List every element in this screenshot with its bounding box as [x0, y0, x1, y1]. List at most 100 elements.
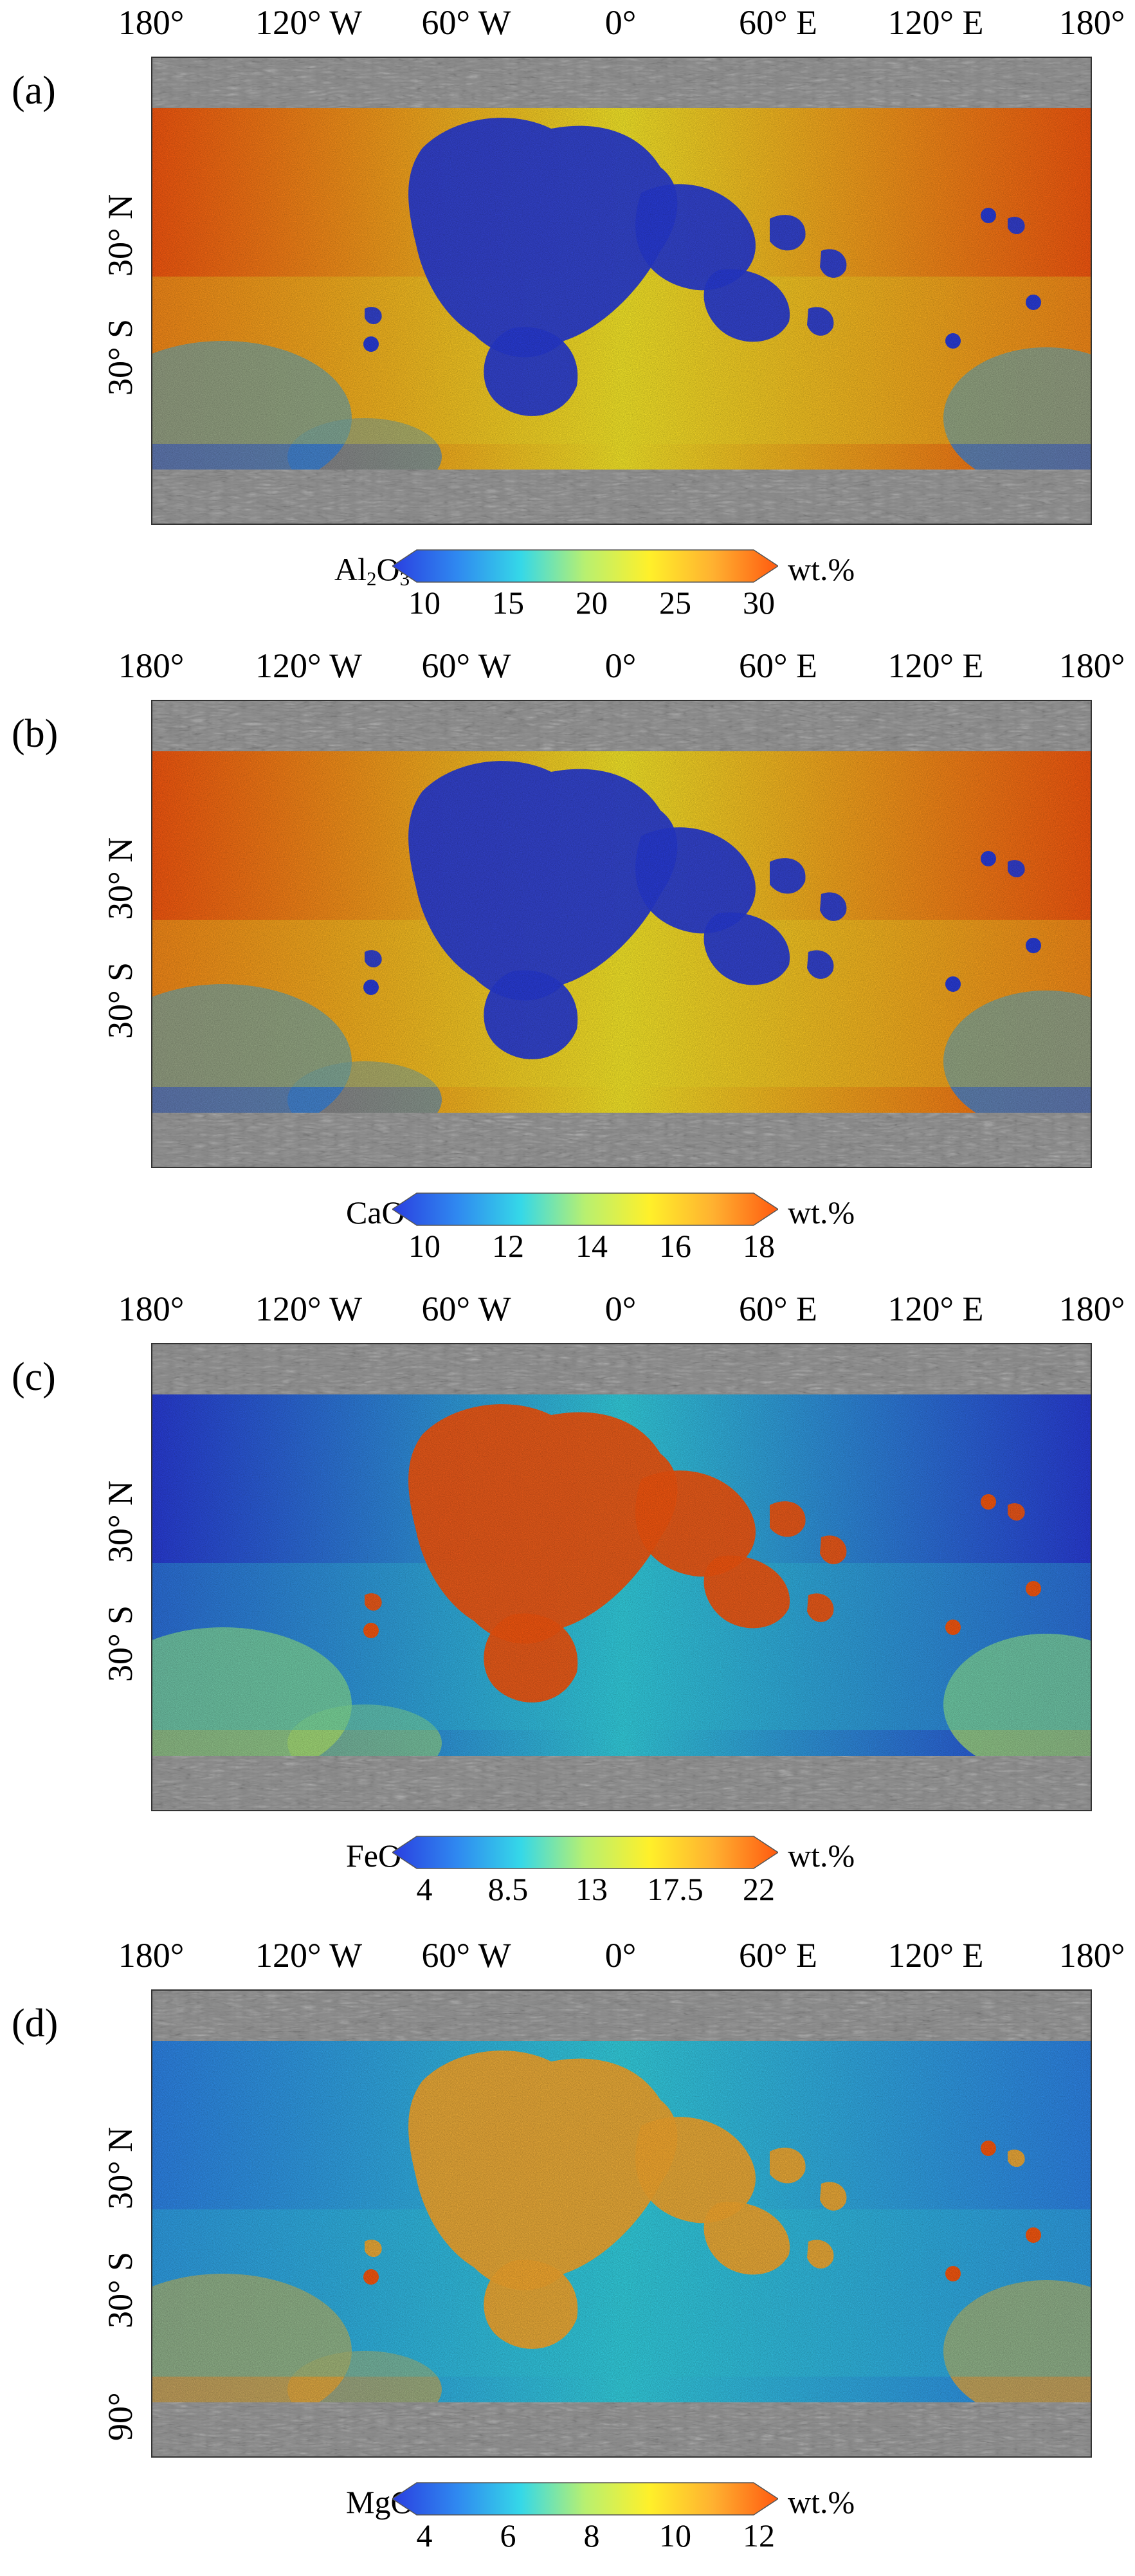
colorbar-tick-label: 30: [743, 585, 775, 621]
south-polar-texture: [152, 1113, 1091, 1167]
longitude-label: 60° E: [738, 1936, 818, 1975]
lunar-composition-map: [151, 1989, 1092, 2458]
longitude-label: 120° E: [887, 3, 984, 42]
longitude-label: 120° E: [887, 1936, 984, 1975]
map-panel: 180° 120° W 60° W 0° 60° E 120° E 180° (c) 30° N…: [0, 1286, 1135, 1930]
colorbar-oxide-label: Al2O3: [334, 551, 410, 589]
longitude-label: 60° E: [738, 646, 818, 685]
map-panel: 180° 120° W 60° W 0° 60° E 120° E 180° (a) 30° N…: [0, 0, 1135, 643]
longitude-label: 120° E: [887, 646, 984, 685]
colorbar-tick-label: 10: [659, 2517, 691, 2553]
latitude-label: 30° N: [101, 194, 140, 277]
map-svg: [152, 1344, 1091, 1810]
longitude-label: 0°: [604, 1936, 637, 1975]
oxide-symbol: CaO: [346, 1194, 405, 1230]
colorbar-tick-label: 17.5: [647, 1871, 704, 1907]
longitude-label: 180°: [1058, 1936, 1125, 1975]
colorbar-gradient: [392, 1192, 778, 1226]
longitude-label: 180°: [1058, 1290, 1125, 1328]
colorbar-gradient: [392, 1836, 778, 1869]
colorbar-tick-label: 8.5: [487, 1871, 529, 1907]
longitude-label: 180°: [118, 1936, 185, 1975]
colorbar-tick-label: 12: [492, 1228, 524, 1264]
colorbar-oxide-label: FeO: [346, 1840, 401, 1872]
map-panel: 180° 120° W 60° W 0° 60° E 120° E 180° (b) 30° N…: [0, 643, 1135, 1286]
oxide-symbol: FeO: [346, 1838, 402, 1874]
colorbar-tick-label: 25: [659, 585, 691, 621]
longitude-label: 180°: [118, 3, 185, 42]
longitude-label: 120° W: [255, 646, 363, 685]
longitude-label: 0°: [604, 1290, 637, 1328]
colorbar-tick-label: 6: [500, 2517, 516, 2553]
latitude-label: 30° N: [101, 837, 140, 920]
colorbar-tick-label: 10: [408, 585, 440, 621]
panel-label: (a): [12, 69, 56, 113]
colorbar-tick-label: 12: [743, 2517, 775, 2553]
colorbar-gradient: [392, 549, 778, 583]
oxide-symbol: O: [376, 551, 400, 587]
colorbar-unit: wt.%: [788, 551, 855, 587]
north-polar-texture: [152, 58, 1091, 108]
colorbar-arrow-bar: [392, 2482, 778, 2516]
colorbar-tick-label: 13: [576, 1871, 608, 1907]
lunar-composition-map: [151, 57, 1092, 525]
longitude-label: 120° E: [887, 1290, 984, 1328]
panel-label: (c): [12, 1355, 56, 1399]
south-polar-texture: [152, 1756, 1091, 1810]
longitude-label: 120° W: [255, 1290, 363, 1328]
longitude-label: 60° W: [421, 3, 511, 42]
lunar-composition-map: [151, 700, 1092, 1168]
latitude-label: 30° N: [101, 1480, 140, 1563]
longitude-label: 180°: [1058, 646, 1125, 685]
colorbar-gradient: [392, 2482, 778, 2516]
colorbar: Al2O3 wt.% 10 15 20 25 30: [0, 547, 1135, 637]
south-polar-texture: [152, 2402, 1091, 2456]
longitude-label: 120° W: [255, 3, 363, 42]
colorbar-tick-label: 18: [743, 1228, 775, 1264]
longitude-label: 60° W: [421, 646, 511, 685]
longitude-label: 60° E: [738, 3, 818, 42]
longitude-label: 180°: [118, 1290, 185, 1328]
oxide-symbol: Al: [334, 551, 367, 587]
speckle-texture: [152, 1344, 1091, 1810]
colorbar-tick-label: 16: [659, 1228, 691, 1264]
colorbar-unit: wt.%: [788, 2484, 855, 2520]
latitude-label: 30° S: [101, 962, 140, 1039]
lunar-composition-map: [151, 1343, 1092, 1811]
colorbar: FeO wt.% 4 8.5 13 17.5 22: [0, 1833, 1135, 1923]
speckle-texture: [152, 58, 1091, 524]
colorbar-arrow-bar: [392, 549, 778, 583]
colorbar-tick-label: 4: [416, 2517, 433, 2553]
colorbar-tick-label: 8: [583, 2517, 600, 2553]
longitude-label: 180°: [118, 646, 185, 685]
longitude-label: 0°: [604, 3, 637, 42]
colorbar-oxide-label: CaO: [346, 1196, 405, 1229]
colorbar-arrow-bar: [392, 1836, 778, 1869]
latitude-label: 30° N: [101, 2126, 140, 2209]
colorbar: MgO wt.% 4 6 8 10 12: [0, 2480, 1135, 2570]
colorbar-arrow-bar: [392, 1192, 778, 1226]
speckle-texture: [152, 1991, 1091, 2456]
north-polar-texture: [152, 1991, 1091, 2041]
latitude-label: 30° S: [101, 318, 140, 396]
map-svg: [152, 701, 1091, 1167]
longitude-label: 60° W: [421, 1290, 511, 1328]
colorbar: CaO wt.% 10 12 14 16 18: [0, 1190, 1135, 1280]
longitude-label: 120° W: [255, 1936, 363, 1975]
north-polar-texture: [152, 1344, 1091, 1394]
longitude-label: 60° W: [421, 1936, 511, 1975]
speckle-texture: [152, 701, 1091, 1167]
latitude-label: 30° S: [101, 1605, 140, 1682]
panel-label: (d): [12, 2002, 59, 2045]
colorbar-tick-label: 14: [576, 1228, 608, 1264]
longitude-label: 60° E: [738, 1290, 818, 1328]
latitude-label: 30° S: [101, 2251, 140, 2328]
latitude-label: 90°: [101, 2392, 140, 2441]
longitude-label: 0°: [604, 646, 637, 685]
colorbar-tick-label: 10: [408, 1228, 440, 1264]
colorbar-tick-label: 22: [743, 1871, 775, 1907]
colorbar-tick-label: 15: [492, 585, 524, 621]
oxide-subscript: 2: [367, 567, 377, 590]
map-svg: [152, 1991, 1091, 2456]
colorbar-unit: wt.%: [788, 1194, 855, 1230]
